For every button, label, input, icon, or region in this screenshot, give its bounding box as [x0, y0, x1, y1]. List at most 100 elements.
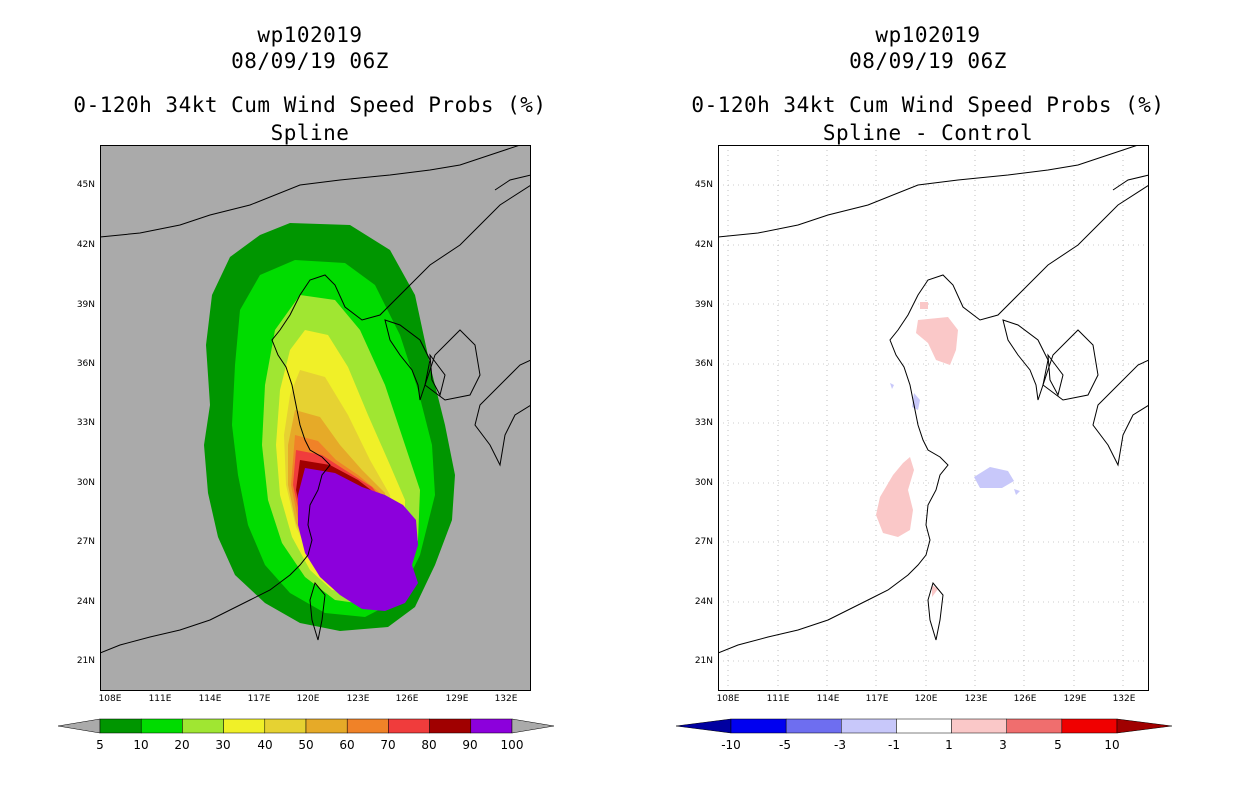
right-lon-label: 126E [1013, 694, 1037, 704]
right-colorbar-swatch [841, 718, 897, 734]
left-storm-id: wp102019 [257, 23, 363, 47]
right-datetime: 08/09/19 06Z [849, 49, 1007, 73]
right-lat-label: 39N [694, 300, 713, 310]
left-colorbar-swatch [429, 718, 472, 734]
right-lon-label: 132E [1112, 694, 1136, 704]
left-colorbar-swatch [264, 718, 307, 734]
right-lat-label: 27N [694, 537, 713, 547]
left-lon-label: 126E [395, 694, 419, 704]
left-colorbar-swatch [99, 718, 142, 734]
left-lon-label: 117E [247, 694, 271, 704]
diff-negative-small [890, 383, 894, 389]
right-lat-label: 24N [694, 597, 713, 607]
left-lat-label: 30N [76, 478, 95, 488]
right-colorbar-tick: -3 [834, 738, 846, 752]
right-colorbar-tick: 5 [1054, 738, 1062, 752]
right-colorbar-boxes [676, 718, 1172, 734]
diff-negative-edge [1014, 489, 1020, 495]
right-colorbar-tick: -1 [888, 738, 900, 752]
left-map-frame [100, 145, 531, 691]
left-lat-label: 45N [76, 180, 95, 190]
right-colorbar-swatch [1006, 718, 1063, 734]
right-colorbar-swatch [951, 718, 1007, 734]
diff-positive-small [920, 302, 928, 309]
left-probability-map [100, 145, 531, 691]
left-colorbar-swatch [182, 718, 224, 734]
right-lat-label: 45N [694, 180, 713, 190]
left-colorbar-tick: 40 [257, 738, 273, 752]
left-colorbar-swatch [223, 718, 266, 734]
left-colorbar-tick: 90 [462, 738, 478, 752]
left-lat-label: 24N [76, 597, 95, 607]
left-colorbar-swatch [346, 718, 389, 734]
right-colorbar-swatch [1061, 718, 1118, 734]
left-lat-label: 36N [76, 359, 95, 369]
left-colorbar-tick: 80 [421, 738, 437, 752]
left-lon-label: 108E [98, 694, 122, 704]
right-map-frame [718, 145, 1149, 691]
right-colorbar-tick: -10 [721, 738, 741, 752]
left-colorbar-swatch [388, 718, 430, 734]
left-colorbar-low-end [58, 718, 101, 734]
left-colorbar-tick: 30 [215, 738, 231, 752]
diff-positive-north [916, 317, 958, 365]
right-coastlines [718, 145, 1149, 654]
left-lat-label: 27N [76, 537, 95, 547]
right-colorbar-low-end [676, 718, 732, 734]
left-colorbar-swatch [305, 718, 348, 734]
left-lon-label: 111E [148, 694, 172, 704]
left-colorbar-boxes [99, 718, 513, 734]
diff-positive-central [876, 457, 914, 537]
left-colorbar-tick: 10 [133, 738, 149, 752]
right-colorbar-tick: 3 [999, 738, 1007, 752]
right-lat-label: 21N [694, 656, 713, 666]
left-lat-label: 42N [76, 240, 95, 250]
left-lon-label: 129E [445, 694, 469, 704]
left-subtitle: Spline [270, 121, 350, 145]
right-lon-label: 108E [716, 694, 740, 704]
diff-negative-east [974, 467, 1014, 488]
diff-positive-taiwan [932, 585, 938, 597]
right-storm-id: wp102019 [875, 23, 981, 47]
right-colorbar [676, 718, 1172, 734]
left-product-title: 0-120h 34kt Cum Wind Speed Probs (%) [73, 93, 547, 117]
left-lon-label: 114E [198, 694, 222, 704]
left-lon-label: 123E [346, 694, 370, 704]
right-lat-label: 33N [694, 418, 713, 428]
right-lat-label: 36N [694, 359, 713, 369]
left-colorbar-swatch [470, 718, 513, 734]
right-lon-label: 120E [914, 694, 938, 704]
right-lon-label: 123E [964, 694, 988, 704]
left-colorbar-tick: 100 [500, 738, 524, 752]
right-colorbar-swatch [730, 718, 787, 734]
right-colorbar-high-end [1116, 718, 1172, 734]
right-lon-label: 114E [816, 694, 840, 704]
right-lon-label: 117E [865, 694, 889, 704]
right-product-title: 0-120h 34kt Cum Wind Speed Probs (%) [691, 93, 1165, 117]
left-colorbar-tick: 60 [339, 738, 355, 752]
left-lat-label: 21N [76, 656, 95, 666]
right-colorbar-tick: -5 [779, 738, 791, 752]
left-lon-label: 132E [494, 694, 518, 704]
left-colorbar-swatch [140, 718, 183, 734]
contour-90-100 [298, 468, 418, 611]
left-lat-label: 33N [76, 418, 95, 428]
right-colorbar-tick: 1 [945, 738, 953, 752]
right-colorbar-swatch [785, 718, 842, 734]
left-coastlines [100, 145, 531, 654]
left-lat-label: 39N [76, 300, 95, 310]
left-colorbar-tick: 20 [174, 738, 190, 752]
right-colorbar-swatch [896, 718, 952, 734]
right-lon-label: 111E [766, 694, 790, 704]
left-colorbar [58, 718, 554, 734]
left-colorbar-tick: 50 [298, 738, 314, 752]
right-subtitle: Spline - Control [822, 121, 1034, 145]
left-lon-label: 120E [296, 694, 320, 704]
right-colorbar-tick: 10 [1104, 738, 1120, 752]
right-lon-label: 129E [1063, 694, 1087, 704]
left-datetime: 08/09/19 06Z [231, 49, 389, 73]
left-colorbar-tick: 70 [380, 738, 396, 752]
right-map-background [718, 145, 1149, 691]
right-lat-label: 42N [694, 240, 713, 250]
left-colorbar-high-end [511, 718, 554, 734]
